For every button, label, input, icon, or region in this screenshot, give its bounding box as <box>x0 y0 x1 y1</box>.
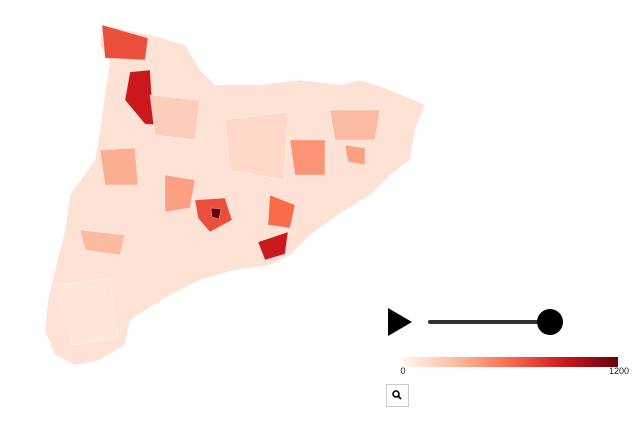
legend-bar <box>403 357 618 367</box>
region <box>101 24 149 61</box>
legend: 0 1200 <box>400 366 629 376</box>
play-button[interactable] <box>388 308 412 336</box>
region <box>267 194 296 229</box>
region <box>257 231 289 261</box>
region <box>54 277 119 346</box>
region <box>79 229 126 256</box>
region <box>99 147 139 186</box>
legend-label: 1200 <box>609 366 629 376</box>
region <box>329 109 381 141</box>
region <box>210 207 222 220</box>
search-button[interactable] <box>386 384 409 407</box>
choropleth <box>44 24 426 366</box>
region <box>344 144 366 166</box>
legend-label: 0 <box>400 366 405 376</box>
region <box>289 139 326 176</box>
region <box>224 111 289 181</box>
slider-knob[interactable] <box>537 309 563 335</box>
region <box>149 94 201 141</box>
region <box>164 174 196 213</box>
